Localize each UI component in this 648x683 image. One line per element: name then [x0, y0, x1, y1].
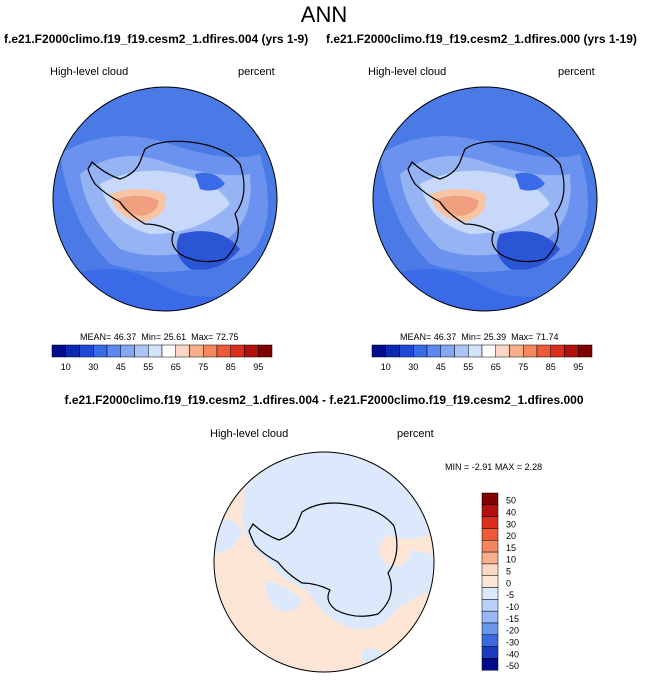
- colorbar-swatch: [258, 344, 273, 358]
- colorbar-tick-label: 55: [463, 362, 473, 372]
- colorbar-tick-label: 65: [491, 362, 501, 372]
- colorbar-swatch: [134, 344, 149, 358]
- colorbar-swatch: [468, 344, 483, 358]
- colorbar-tick-label: -10: [506, 602, 519, 612]
- panel-2-polar-map: [372, 86, 598, 312]
- colorbar-swatch: [399, 344, 414, 358]
- figure-title: ANN: [300, 2, 348, 27]
- colorbar-tick-label: 45: [436, 362, 446, 372]
- colorbar-swatch: [481, 575, 499, 588]
- colorbar-swatch: [51, 344, 66, 358]
- colorbar-tick-label: -40: [506, 649, 519, 659]
- colorbar-tick-label: 5: [506, 567, 511, 577]
- colorbar-swatch: [481, 492, 499, 506]
- colorbar-tick-label: 65: [171, 362, 181, 372]
- colorbar-tick-label: 95: [253, 362, 263, 372]
- colorbar-tick-label: 0: [506, 578, 511, 588]
- colorbar-tick-label: 50: [506, 496, 516, 506]
- colorbar-tick-label: 95: [573, 362, 583, 372]
- colorbar-swatch: [148, 344, 163, 358]
- panel-1-units-label: percent: [238, 66, 275, 78]
- colorbar-tick-label: 15: [506, 543, 516, 553]
- colorbar-swatch: [203, 344, 218, 358]
- colorbar-swatch: [106, 344, 121, 358]
- colorbar-tick-label: 10: [506, 555, 516, 565]
- colorbar-swatch: [495, 344, 510, 358]
- panel-1-polar-map: [52, 86, 278, 312]
- colorbar-swatch: [189, 344, 204, 358]
- colorbar-swatch: [481, 658, 499, 671]
- colorbar-swatch: [371, 344, 386, 358]
- colorbar-tick-label: 75: [198, 362, 208, 372]
- colorbar-swatch: [481, 516, 499, 529]
- colorbar-swatch: [216, 344, 231, 358]
- colorbar-swatch: [536, 344, 551, 358]
- colorbar-swatch: [413, 344, 428, 358]
- colorbar-swatch: [230, 344, 245, 358]
- colorbar-tick-label: 30: [506, 519, 516, 529]
- colorbar-swatch: [481, 563, 499, 576]
- colorbar-swatch: [523, 344, 538, 358]
- colorbar-swatch: [481, 587, 499, 600]
- colorbar-tick-label: 75: [518, 362, 528, 372]
- diff-units-label: percent: [397, 428, 434, 440]
- colorbar-tick-label: 10: [61, 362, 71, 372]
- colorbar-swatch: [65, 344, 80, 358]
- colorbar-swatch: [481, 344, 496, 358]
- colorbar-swatch: [385, 344, 400, 358]
- colorbar-swatch: [454, 344, 469, 358]
- diff-variable-label: High-level cloud: [210, 428, 289, 440]
- panel-1-variable-label: High-level cloud: [50, 66, 129, 78]
- panel-2-run-title: f.e21.F2000climo.f19_f19.cesm2_1.dfires.…: [326, 32, 637, 46]
- colorbar-swatch: [481, 646, 499, 659]
- colorbar-tick-label: -20: [506, 626, 519, 636]
- panel-2-stats: MEAN= 46.37 Min= 25.39 Max= 71.74: [400, 332, 559, 342]
- colorbar-tick-label: 85: [226, 362, 236, 372]
- colorbar-swatch: [481, 528, 499, 541]
- colorbar-tick-label: 30: [408, 362, 418, 372]
- panel-1-stats: MEAN= 46.37 Min= 25.61 Max= 72.75: [80, 332, 239, 342]
- colorbar-swatch: [175, 344, 190, 358]
- colorbar-swatch: [564, 344, 579, 358]
- colorbar-swatch: [93, 344, 108, 358]
- colorbar-swatch: [550, 344, 565, 358]
- colorbar-tick-label: 30: [88, 362, 98, 372]
- colorbar-swatch: [161, 344, 176, 358]
- panel-1-run-title: f.e21.F2000climo.f19_f19.cesm2_1.dfires.…: [4, 32, 309, 46]
- colorbar-swatch: [481, 622, 499, 636]
- colorbar-tick-label: -30: [506, 637, 519, 647]
- colorbar-tick-label: 10: [381, 362, 391, 372]
- colorbar-swatch: [426, 344, 441, 358]
- diff-title: f.e21.F2000climo.f19_f19.cesm2_1.dfires.…: [64, 393, 584, 407]
- colorbar-tick-label: -50: [506, 661, 519, 671]
- panel-2-variable-label: High-level cloud: [368, 66, 447, 78]
- colorbar-tick-label: 45: [116, 362, 126, 372]
- colorbar-swatch: [481, 599, 499, 612]
- colorbar-swatch: [440, 344, 455, 358]
- colorbar-swatch: [79, 344, 94, 358]
- colorbar-tick-label: -15: [506, 614, 519, 624]
- panel-2-units-label: percent: [558, 66, 595, 78]
- colorbar-swatch: [481, 634, 499, 647]
- colorbar-tick-label: 55: [143, 362, 153, 372]
- colorbar-tick-label: 85: [546, 362, 556, 372]
- panel-2-colorbar: 10 30 45 55 65 75 85 95: [371, 344, 593, 372]
- panel-1-colorbar: 10 30 45 55 65 75 85 95: [51, 344, 273, 372]
- colorbar-swatch: [244, 344, 259, 358]
- colorbar-swatch: [481, 504, 499, 517]
- colorbar-tick-label: 40: [506, 507, 516, 517]
- colorbar-swatch: [578, 344, 593, 358]
- colorbar-tick-label: -5: [506, 590, 514, 600]
- colorbar-swatch: [481, 540, 499, 553]
- colorbar-swatch: [120, 344, 135, 358]
- colorbar-tick-label: 20: [506, 531, 516, 541]
- colorbar-swatch: [509, 344, 524, 358]
- colorbar-swatch: [481, 551, 499, 565]
- diff-stats: MIN = -2.91 MAX = 2.28: [445, 462, 543, 472]
- colorbar-swatch: [481, 610, 499, 624]
- diff-polar-map: [213, 451, 435, 673]
